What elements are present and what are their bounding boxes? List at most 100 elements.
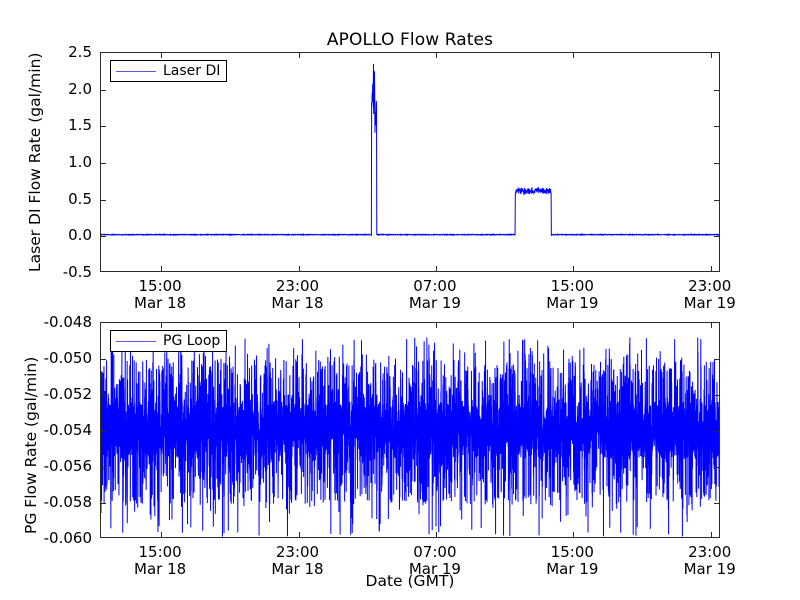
x-tick-label: 23:00 Mar 19 [683,543,736,579]
x-tick-label: 07:00 Mar 19 [408,277,461,313]
y-tick-label: -0.054 [43,421,92,439]
y-tick-mark [101,431,106,432]
x-tick-mark [710,53,712,58]
y-tick-label: 0.5 [68,189,92,208]
y-tick-mark [714,503,719,504]
y-tick-label: -0.052 [43,385,92,403]
x-tick-date: Mar 18 [134,294,187,313]
y-tick-mark [714,395,719,396]
x-axis-label: Date (GMT) [365,572,455,590]
x-tick-date: Mar 19 [408,294,461,313]
y-tick-mark [101,199,106,201]
x-tick-mark [710,323,712,328]
x-tick-mark [710,532,712,537]
x-tick-date: Mar 19 [683,294,736,313]
y-tick-mark [101,503,106,504]
y-tick-mark [714,126,719,128]
x-tick-date: Mar 19 [546,294,599,313]
x-tick-mark [710,266,712,271]
x-tick-mark [161,323,163,328]
x-tick-label: 15:00 Mar 19 [546,277,599,313]
x-tick-time: 23:00 [688,277,732,295]
y-tick-mark [714,199,719,201]
x-tick-date: Mar 19 [546,560,599,579]
x-tick-date: Mar 18 [271,560,324,579]
x-tick-time: 23:00 [688,543,732,561]
y-tick-label: 2.5 [68,43,92,61]
y-tick-label: 1.5 [68,116,92,135]
y-tick-mark [101,236,106,238]
bottom-plot-legend: PG Loop [110,330,228,352]
y-tick-label: 1.0 [68,153,92,171]
y-tick-mark [714,467,719,468]
y-tick-mark [101,359,106,360]
y-tick-label: -0.060 [43,529,92,547]
x-tick-mark [298,532,300,537]
x-tick-date: Mar 18 [134,560,187,579]
legend-line-swatch-laser-di [116,70,156,72]
x-tick-mark [435,323,437,328]
x-tick-mark [573,53,575,58]
x-tick-mark [161,53,163,58]
x-tick-label: 23:00 Mar 19 [683,277,736,313]
y-tick-mark [101,395,106,396]
x-tick-mark [435,532,437,537]
figure-title: APOLLO Flow Rates [326,30,494,50]
x-tick-mark [298,53,300,58]
x-tick-mark [573,266,575,271]
x-tick-time: 07:00 [413,543,457,561]
y-tick-mark [101,467,106,468]
y-tick-mark [714,236,719,238]
y-tick-label: -0.050 [43,349,92,367]
x-tick-date: Mar 18 [271,294,324,313]
top-plot-axes: Laser DI [100,52,720,272]
x-tick-time: 23:00 [275,277,320,295]
x-tick-mark [161,266,163,271]
x-tick-label: 23:00 Mar 18 [271,543,324,579]
bottom-plot-data-area [101,323,719,537]
x-tick-mark [573,532,575,537]
y-tick-mark [101,89,106,91]
x-tick-label: 15:00 Mar 19 [546,543,599,579]
top-plot-data-area [101,53,719,271]
y-tick-label: -0.5 [62,263,92,281]
x-tick-date: Mar 19 [683,560,736,579]
x-tick-time: 15:00 [550,277,594,295]
y-tick-label: -0.058 [43,493,92,511]
x-tick-mark [161,532,163,537]
x-tick-mark [298,266,300,271]
y-tick-mark [714,431,719,432]
legend-line-swatch-pg-loop [116,340,156,342]
y-tick-label: 2.0 [68,79,92,98]
x-tick-mark [435,53,437,58]
y-tick-label: -0.056 [43,457,92,475]
y-tick-label: -0.048 [43,313,92,331]
series-line-pg-loop [101,337,719,536]
legend-label-pg-loop: PG Loop [163,333,221,349]
x-tick-label: 23:00 Mar 18 [271,277,324,313]
x-tick-label: 15:00 Mar 18 [134,277,187,313]
top-plot-legend: Laser DI [110,60,228,82]
x-tick-time: 15:00 [138,543,182,561]
y-tick-mark [714,359,719,360]
top-plot-y-tick-labels: -0.5 0.0 0.5 1.0 1.5 2.0 2.5 [0,43,92,281]
x-tick-mark [435,266,437,271]
y-tick-mark [714,89,719,91]
x-tick-mark [298,323,300,328]
x-tick-time: 15:00 [138,277,182,295]
y-tick-mark [101,163,106,164]
y-tick-mark [101,126,106,128]
x-tick-mark [573,323,575,328]
x-tick-time: 15:00 [550,543,594,561]
x-tick-date: Mar 19 [408,560,461,579]
x-tick-time: 23:00 [275,543,320,561]
y-tick-mark [714,163,719,164]
x-tick-label: 07:00 Mar 19 [408,543,461,579]
legend-label-laser-di: Laser DI [163,63,221,79]
bottom-plot-axes: PG Loop [100,322,720,538]
series-line-laser-di [101,64,719,235]
bottom-plot-y-tick-labels: -0.060 -0.058 -0.056 -0.054 -0.052 -0.050 -0.0… [0,313,92,547]
x-tick-label: 15:00 Mar 18 [134,543,187,579]
x-tick-time: 07:00 [413,277,457,295]
